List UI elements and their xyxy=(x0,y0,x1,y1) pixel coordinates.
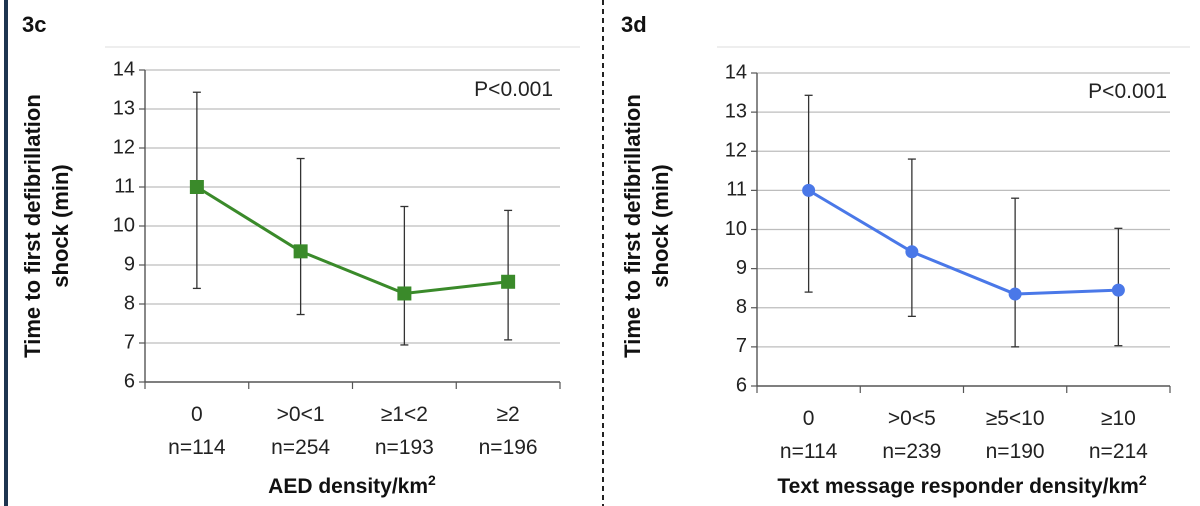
y-tick-label: 7 xyxy=(124,331,135,353)
x-axis-label: Text message responder density/km2 xyxy=(777,472,1146,498)
x-category-label: >0<1 xyxy=(277,403,325,426)
y-tick-label: 6 xyxy=(736,374,747,396)
x-axis-label: AED density/km2 xyxy=(268,472,436,498)
y-tick-label: 14 xyxy=(113,58,135,80)
y-tick-label: 6 xyxy=(124,370,135,392)
y-tick-label: 13 xyxy=(113,97,135,119)
y-axis-label-line1: Time to first defibrillation xyxy=(620,94,645,358)
y-tick-label: 10 xyxy=(113,214,135,236)
x-category-count: n=190 xyxy=(986,440,1045,463)
panel-3d: 3d 6 7 8 9 10 11 12 13 14 0 n=114 >0<5 n=239 ≥5<10 n=1… xyxy=(620,12,1190,498)
data-point xyxy=(1111,283,1125,297)
data-point xyxy=(189,180,204,194)
panel-label: 3c xyxy=(22,12,46,37)
y-axis-label-line2: shock (min) xyxy=(48,164,73,287)
y-axis-label-line1: Time to first defibrillation xyxy=(20,94,45,358)
y-tick-label: 14 xyxy=(725,61,747,83)
series-line xyxy=(196,185,509,296)
data-point xyxy=(802,183,816,197)
y-tick-label: 10 xyxy=(725,218,747,240)
data-point xyxy=(501,274,516,289)
p-value-annotation: P<0.001 xyxy=(474,78,553,101)
data-point xyxy=(293,244,308,259)
x-category-label: ≥5<10 xyxy=(986,407,1045,430)
data-point xyxy=(397,286,412,301)
x-category-label: ≥10 xyxy=(1101,407,1136,430)
x-category-label: ≥2 xyxy=(497,403,520,426)
y-tick-label: 12 xyxy=(725,140,747,162)
x-axis-label-superscript: 2 xyxy=(1139,472,1147,488)
chart-area-3d: 6 7 8 9 10 11 12 13 14 0 n=114 >0<5 n=239 ≥5<10 n=190 ≥… xyxy=(717,46,1190,463)
y-tick-label: 8 xyxy=(124,292,135,314)
y-tick-label: 12 xyxy=(113,136,135,158)
x-category-label: ≥1<2 xyxy=(381,403,428,426)
series-line xyxy=(807,189,1119,296)
y-tick-label: 8 xyxy=(736,296,747,318)
x-category-count: n=196 xyxy=(479,436,538,459)
x-category-count: n=214 xyxy=(1089,440,1148,463)
y-tick-label: 9 xyxy=(124,253,135,275)
panel-label: 3d xyxy=(621,12,647,37)
x-category-count: n=193 xyxy=(375,436,434,459)
x-category-count: n=254 xyxy=(271,436,330,459)
x-category-count: n=114 xyxy=(168,436,226,459)
data-point xyxy=(1008,287,1022,301)
y-tick-label: 11 xyxy=(726,179,747,201)
chart-area-3c: 6 7 8 9 10 11 12 13 14 0 n=114 >0<1 n=254 ≥1<2 n=193 ≥2… xyxy=(105,46,580,459)
x-category-label: 0 xyxy=(191,403,203,426)
x-category-label: 0 xyxy=(803,407,815,430)
data-point xyxy=(905,245,919,259)
p-value-annotation: P<0.001 xyxy=(1088,80,1167,103)
x-axis-label-superscript: 2 xyxy=(428,472,436,488)
x-category-label: >0<5 xyxy=(888,407,936,430)
y-tick-label: 11 xyxy=(114,175,135,197)
x-category-count: n=239 xyxy=(882,440,941,463)
y-tick-label: 13 xyxy=(725,100,747,122)
y-axis-label-line2: shock (min) xyxy=(648,164,673,287)
x-axis-label-text: AED density/km xyxy=(268,475,428,498)
x-axis-label-text: Text message responder density/km xyxy=(777,475,1138,498)
y-tick-label: 7 xyxy=(736,335,747,357)
panel-3c: 3c 6 7 8 9 10 11 12 13 14 0 n=114 >0<1 n=254 ≥1<2 n=19… xyxy=(20,12,580,498)
x-category-count: n=114 xyxy=(780,440,838,463)
y-tick-label: 9 xyxy=(736,257,747,279)
